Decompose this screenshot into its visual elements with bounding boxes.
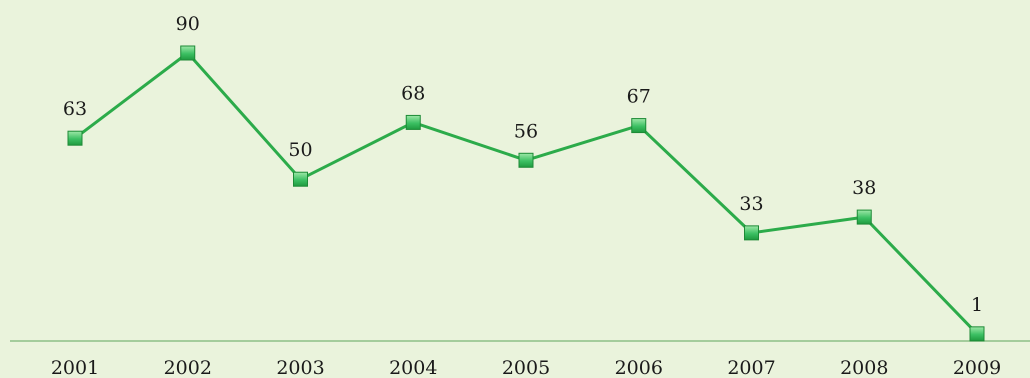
data-point-marker [180, 45, 196, 61]
series-line [74, 51, 979, 335]
x-tick-label: 2001 [51, 357, 99, 378]
x-tick-label: 2006 [615, 357, 663, 378]
data-point-marker [67, 130, 83, 146]
data-point-marker [631, 118, 647, 134]
data-point-marker [405, 114, 421, 130]
data-point-marker [856, 209, 872, 225]
x-tick-labels-group: 2001 2002 2003 2004 2005 2006 2007 2008 2009 [51, 357, 1001, 378]
data-label: 38 [852, 177, 876, 199]
x-tick-label: 2009 [953, 357, 1001, 378]
data-label: 67 [627, 86, 651, 108]
data-point-marker [293, 171, 308, 187]
data-point-marker [518, 152, 534, 168]
data-label: 90 [176, 13, 200, 35]
x-tick-label: 2004 [389, 357, 437, 378]
x-tick-label: 2003 [276, 357, 324, 378]
data-point-marker [744, 225, 759, 241]
x-tick-label: 2008 [840, 357, 888, 378]
data-label: 68 [401, 82, 425, 104]
x-tick-label: 2005 [502, 357, 550, 378]
data-label: 33 [739, 193, 763, 215]
x-tick-label: 2007 [727, 357, 775, 378]
markers-group [67, 45, 985, 342]
data-label: 63 [63, 98, 87, 120]
x-tick-label: 2002 [164, 357, 212, 378]
data-label: 56 [514, 120, 538, 142]
data-point-marker [969, 326, 985, 342]
data-labels-group: 63 90 50 68 56 67 33 38 1 [63, 13, 983, 316]
data-label: 50 [288, 139, 312, 161]
data-label: 1 [971, 294, 983, 316]
